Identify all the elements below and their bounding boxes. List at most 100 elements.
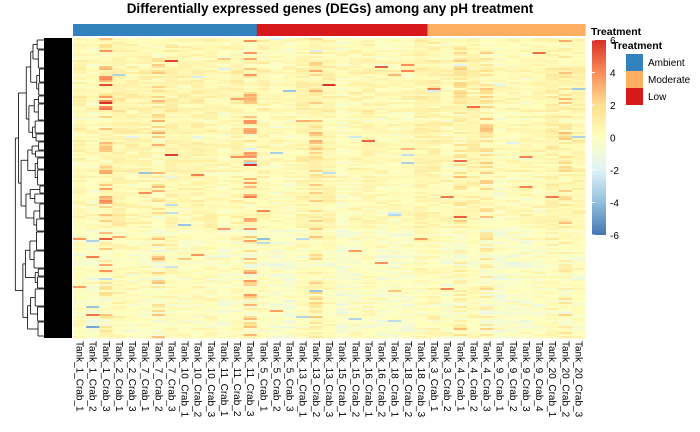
heatmap-cell: [256, 156, 271, 159]
heatmap-cell: [296, 92, 310, 95]
heatmap-cell: [401, 80, 415, 83]
heatmap-cell: [283, 270, 297, 273]
heatmap-cell: [309, 226, 323, 229]
heatmap-cell: [204, 164, 218, 167]
heatmap-cell: [427, 88, 441, 91]
heatmap-cell: [440, 206, 455, 209]
heatmap-cell: [86, 266, 100, 269]
heatmap-cell: [99, 72, 113, 75]
heatmap-cell: [571, 74, 586, 77]
heatmap-cell: [401, 92, 415, 95]
heatmap-cell: [558, 264, 573, 267]
heatmap-cell: [99, 114, 113, 117]
heatmap-cell: [230, 248, 245, 251]
heatmap-cell: [125, 166, 140, 169]
heatmap-cell: [217, 80, 231, 83]
heatmap-cell: [545, 276, 560, 279]
heatmap-cell: [558, 268, 573, 271]
heatmap-cell: [388, 182, 402, 185]
heatmap-cell: [296, 202, 310, 205]
heatmap-cell: [427, 194, 441, 197]
heatmap-cell: [178, 222, 192, 225]
heatmap-cell: [73, 60, 87, 63]
heatmap-cell: [427, 174, 441, 177]
heatmap-cell: [453, 104, 468, 107]
heatmap-cell: [545, 282, 560, 285]
heatmap-cell: [73, 90, 87, 93]
heatmap-cell: [86, 206, 100, 209]
treatment-annotation-bar: [73, 24, 586, 36]
heatmap-cell: [506, 238, 520, 241]
heatmap-cell: [99, 132, 113, 135]
heatmap-cell: [256, 44, 271, 47]
heatmap-cell: [427, 204, 441, 207]
heatmap-cell: [545, 154, 560, 157]
heatmap-cell: [348, 70, 363, 73]
heatmap-cell: [427, 230, 441, 233]
heatmap-cell: [269, 130, 284, 133]
heatmap-cell: [414, 208, 428, 211]
heatmap-cell: [269, 120, 284, 123]
heatmap-cell: [414, 246, 428, 249]
heatmap-cell: [519, 262, 533, 265]
heatmap-cell: [138, 82, 153, 85]
heatmap-cell: [256, 96, 271, 99]
heatmap-cell: [571, 280, 586, 283]
heatmap-cell: [73, 192, 87, 195]
heatmap-cell: [99, 150, 113, 153]
heatmap-cell: [269, 44, 284, 47]
heatmap-cell: [309, 52, 323, 55]
heatmap-cell: [519, 46, 533, 49]
heatmap-cell: [532, 86, 547, 89]
heatmap-cell: [361, 256, 376, 259]
heatmap-cell: [558, 244, 573, 247]
heatmap-cell: [256, 134, 271, 137]
heatmap-cell: [361, 134, 376, 137]
heatmap-cell: [348, 158, 363, 161]
heatmap-cell: [217, 230, 231, 233]
heatmap-cell: [532, 92, 547, 95]
annotation-cell: [361, 24, 376, 36]
heatmap-cell: [348, 72, 363, 75]
heatmap-cell: [73, 122, 87, 125]
heatmap-cell: [479, 60, 494, 63]
heatmap-cell: [374, 50, 389, 53]
heatmap-cell: [191, 66, 205, 69]
heatmap-cell: [230, 142, 245, 145]
heatmap-cell: [506, 138, 520, 141]
heatmap-cell: [440, 60, 455, 63]
heatmap-cell: [335, 56, 350, 59]
heatmap-cell: [493, 96, 507, 99]
heatmap-cell: [112, 184, 126, 187]
heatmap-cell: [388, 158, 402, 161]
heatmap-cell: [388, 52, 402, 55]
heatmap-cell: [256, 148, 271, 151]
heatmap-cell: [401, 282, 415, 285]
heatmap-cell: [296, 132, 310, 135]
heatmap-cell: [178, 154, 192, 157]
heatmap-cell: [493, 54, 507, 57]
heatmap-cell: [322, 70, 336, 73]
heatmap-cell: [348, 258, 363, 261]
heatmap-cell: [112, 166, 126, 169]
heatmap-cell: [164, 220, 179, 223]
heatmap-cell: [138, 210, 153, 213]
heatmap-cell: [151, 124, 166, 127]
heatmap-cell: [151, 152, 166, 155]
heatmap-cell: [151, 234, 166, 237]
heatmap-cell: [191, 280, 205, 283]
heatmap-cell: [519, 244, 533, 247]
heatmap-cell: [519, 246, 533, 249]
heatmap-cell: [479, 264, 494, 267]
heatmap-cell: [243, 106, 258, 109]
heatmap-cell: [125, 262, 140, 265]
heatmap-cell: [401, 88, 415, 91]
heatmap-cell: [112, 154, 126, 157]
heatmap-cell: [532, 142, 547, 145]
heatmap-cell: [99, 222, 113, 225]
heatmap-cell: [269, 284, 284, 287]
heatmap-cell: [479, 130, 494, 133]
heatmap-cell: [151, 62, 166, 65]
heatmap-cell: [204, 40, 218, 43]
heatmap-cell: [466, 106, 481, 109]
